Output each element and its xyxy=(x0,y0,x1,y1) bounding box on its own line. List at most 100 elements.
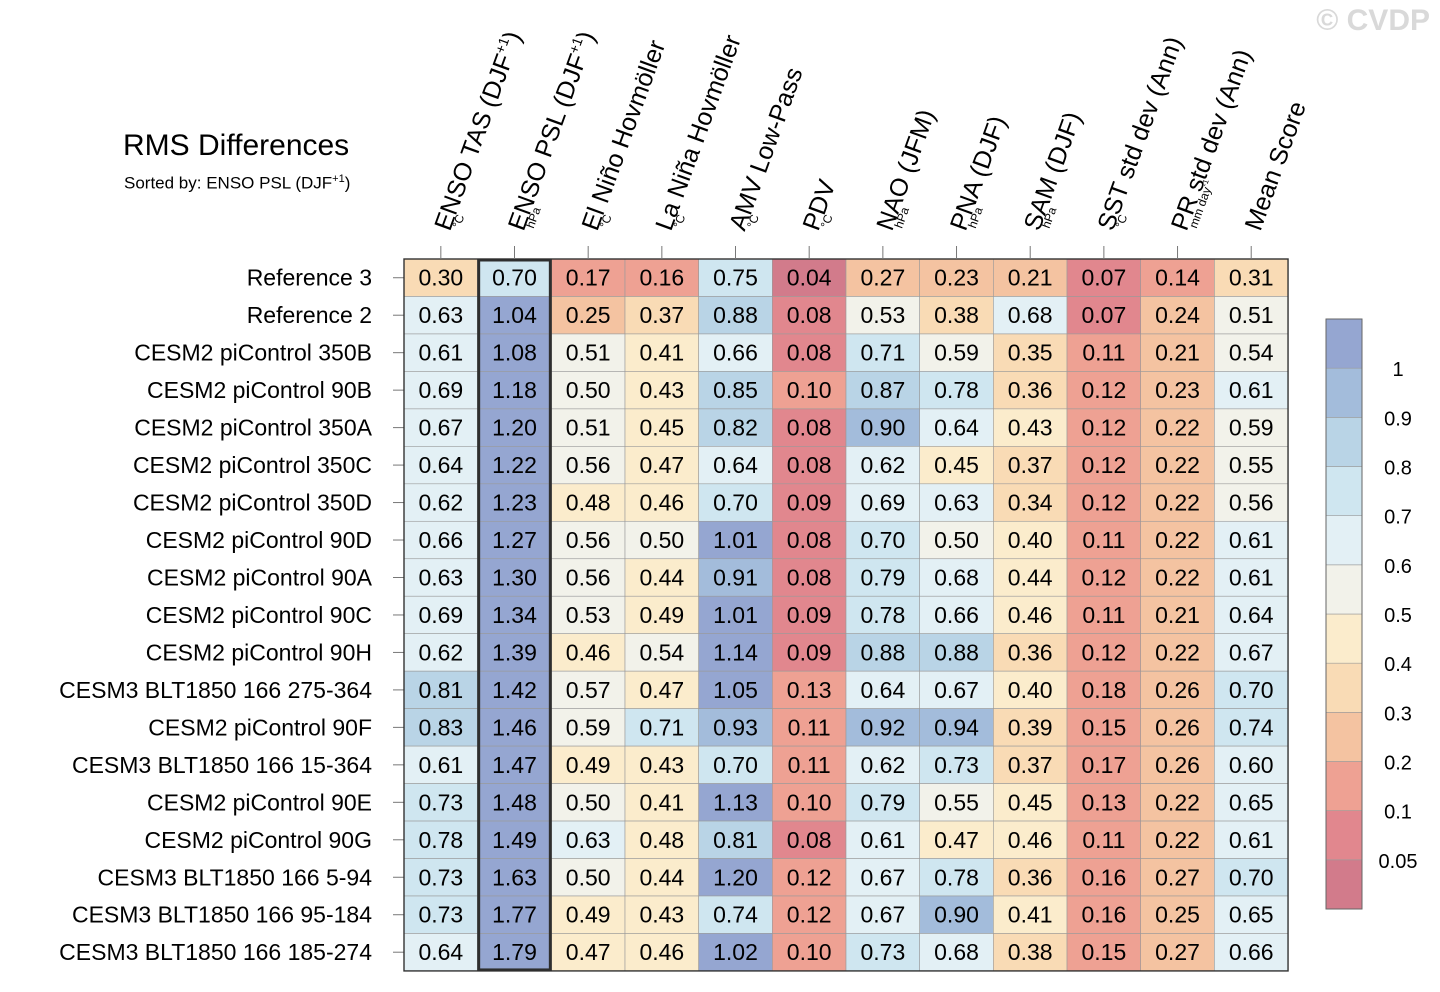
cell-value: 0.79 xyxy=(860,789,905,815)
cell-value: 0.22 xyxy=(1155,564,1200,590)
heatmap-cell xyxy=(1066,483,1142,522)
colorbar-frame xyxy=(1325,318,1363,910)
column-unit-text: °C xyxy=(597,212,615,230)
heatmap-cell xyxy=(845,745,920,784)
cell-value: 0.69 xyxy=(418,377,463,403)
heatmap-cell xyxy=(1214,258,1289,297)
cell-value: 0.41 xyxy=(639,340,684,366)
heatmap-cell xyxy=(993,446,1068,485)
column-header-text: ENSO TAS (DJF xyxy=(429,50,519,234)
heatmap-cell xyxy=(1214,333,1289,372)
cell-value: 0.27 xyxy=(860,265,905,291)
colorbar-tick-label: 1 xyxy=(1392,359,1403,381)
cell-value: 0.37 xyxy=(1008,452,1053,478)
heatmap-cell xyxy=(624,483,699,522)
cell-value: 1.02 xyxy=(713,939,758,965)
cell-value: 0.50 xyxy=(566,377,611,403)
heatmap-cell xyxy=(845,483,920,522)
cell-value: 0.50 xyxy=(934,527,979,553)
cell-value: 0.63 xyxy=(934,490,979,516)
cell-value: 0.09 xyxy=(787,639,832,665)
heatmap-cell xyxy=(698,595,773,634)
heatmap-cell xyxy=(1140,670,1215,709)
cell-value: 0.61 xyxy=(418,340,463,366)
column-header: Mean Score xyxy=(1240,98,1312,234)
heatmap-cell xyxy=(403,371,478,410)
column-unit: °C xyxy=(671,212,689,230)
cell-value: 0.64 xyxy=(934,415,979,441)
heatmap-cell xyxy=(698,558,773,597)
heatmap-cell xyxy=(993,708,1068,747)
cell-value: 0.22 xyxy=(1155,452,1200,478)
cell-value: 1.04 xyxy=(492,302,537,328)
heatmap-cell xyxy=(845,820,920,859)
cell-value: 0.49 xyxy=(566,752,611,778)
colorbar-segment xyxy=(1325,515,1363,566)
colorbar-tick-label: 0.1 xyxy=(1384,802,1412,824)
heatmap-cell xyxy=(1066,933,1142,972)
column-unit: hPa xyxy=(1039,205,1060,230)
cell-value: 0.23 xyxy=(1155,377,1200,403)
heatmap-cell xyxy=(551,708,626,747)
heatmap-cell xyxy=(1066,520,1142,560)
cell-value: 0.47 xyxy=(639,452,684,478)
row-label: CESM2 piControl 90C xyxy=(146,602,372,628)
cell-value: 0.85 xyxy=(713,377,758,403)
cell-value: 0.73 xyxy=(418,902,463,928)
heatmap-cell xyxy=(993,558,1068,597)
heatmap-cell xyxy=(1066,670,1142,709)
cell-value: 0.12 xyxy=(1081,377,1126,403)
cell-value: 0.10 xyxy=(787,789,832,815)
cell-value: 0.10 xyxy=(787,377,832,403)
cell-value: 0.11 xyxy=(1082,527,1125,553)
cell-value: 1.08 xyxy=(492,340,537,366)
cell-value: 0.08 xyxy=(787,452,832,478)
cell-value: 0.71 xyxy=(860,340,905,366)
heatmap-cell xyxy=(993,633,1068,672)
heatmap-cell xyxy=(698,408,773,447)
heatmap-cell xyxy=(1214,858,1289,897)
cell-value: 0.91 xyxy=(713,564,758,590)
heatmap-cell xyxy=(1066,633,1142,672)
heatmap-cell xyxy=(845,783,920,822)
heatmap-cell xyxy=(772,558,847,597)
cell-value: 0.44 xyxy=(1008,564,1053,590)
colorbar-segment xyxy=(1325,810,1363,861)
cell-value: 0.22 xyxy=(1155,527,1200,553)
column-unit: °C xyxy=(744,212,762,230)
heatmap-cell xyxy=(624,895,699,934)
cell-value: 0.27 xyxy=(1155,864,1200,890)
heatmap-cell xyxy=(477,708,552,747)
cell-value: 0.56 xyxy=(566,564,611,590)
cell-value: 1.20 xyxy=(713,864,758,890)
cell-value: 0.53 xyxy=(860,302,905,328)
colorbar-segment xyxy=(1325,466,1363,516)
cell-value: 0.74 xyxy=(713,902,758,928)
cell-value: 1.01 xyxy=(713,602,758,628)
cell-value: 0.78 xyxy=(860,602,905,628)
cell-value: 0.69 xyxy=(418,602,463,628)
cell-value: 0.18 xyxy=(1081,677,1126,703)
heatmap-cell xyxy=(624,595,699,634)
cell-value: 0.21 xyxy=(1008,265,1053,291)
column-unit-text: °C xyxy=(671,212,689,230)
cell-value: 0.41 xyxy=(639,789,684,815)
column-unit-text: °C xyxy=(744,212,762,230)
column-unit: hPa xyxy=(523,205,544,230)
heatmap-cell xyxy=(624,820,699,859)
heatmap-cell xyxy=(624,858,699,897)
cell-value: 1.46 xyxy=(492,714,537,740)
cell-value: 0.36 xyxy=(1008,864,1053,890)
cell-value: 0.63 xyxy=(566,827,611,853)
heatmap-cell xyxy=(1066,745,1142,784)
row-label: CESM2 piControl 350C xyxy=(133,452,372,478)
heatmap-cell xyxy=(624,333,699,372)
heatmap-cell xyxy=(1214,633,1289,672)
heatmap-cell xyxy=(1140,708,1215,747)
cell-value: 0.61 xyxy=(1229,564,1274,590)
colorbar-segment xyxy=(1325,662,1363,713)
cell-value: 0.75 xyxy=(713,265,758,291)
cell-value: 0.73 xyxy=(418,789,463,815)
heatmap-cell xyxy=(919,858,994,897)
cell-value: 0.64 xyxy=(860,677,905,703)
